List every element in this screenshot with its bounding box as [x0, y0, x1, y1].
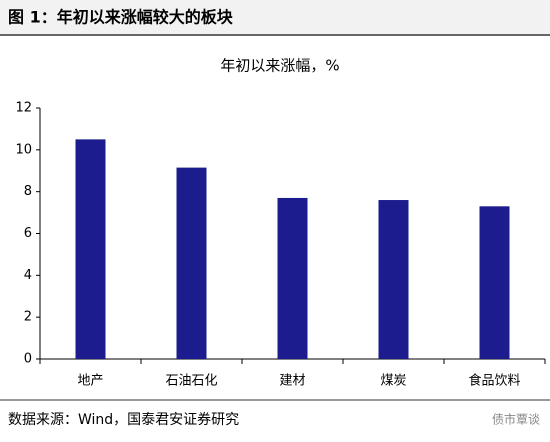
- y-tick-label: 8: [24, 184, 32, 199]
- y-tick-label: 10: [15, 142, 32, 157]
- watermark: 债市覃谈: [492, 412, 540, 427]
- x-tick-label: 煤炭: [380, 374, 406, 389]
- bar: [176, 167, 207, 359]
- y-tick-label: 4: [24, 268, 32, 283]
- source-note: 数据来源：Wind，国泰君安证券研究: [8, 412, 239, 428]
- y-tick-label: 2: [24, 310, 32, 325]
- y-tick-label: 6: [24, 226, 32, 241]
- bar: [378, 200, 409, 359]
- x-tick-label: 石油石化: [165, 374, 217, 389]
- x-tick-label: 食品饮料: [468, 373, 520, 389]
- figure-header: 图 1：年初以来涨幅较大的板块: [8, 8, 234, 27]
- x-tick-label: 建材: [279, 374, 305, 389]
- chart-title: 年初以来涨幅，%: [220, 57, 339, 75]
- bar: [75, 139, 106, 359]
- y-tick-label: 12: [15, 101, 32, 116]
- header-band: [0, 0, 550, 34]
- bar: [479, 206, 510, 359]
- y-tick-label: 0: [24, 352, 32, 367]
- bar: [277, 197, 308, 359]
- x-tick-label: 地产: [77, 374, 103, 389]
